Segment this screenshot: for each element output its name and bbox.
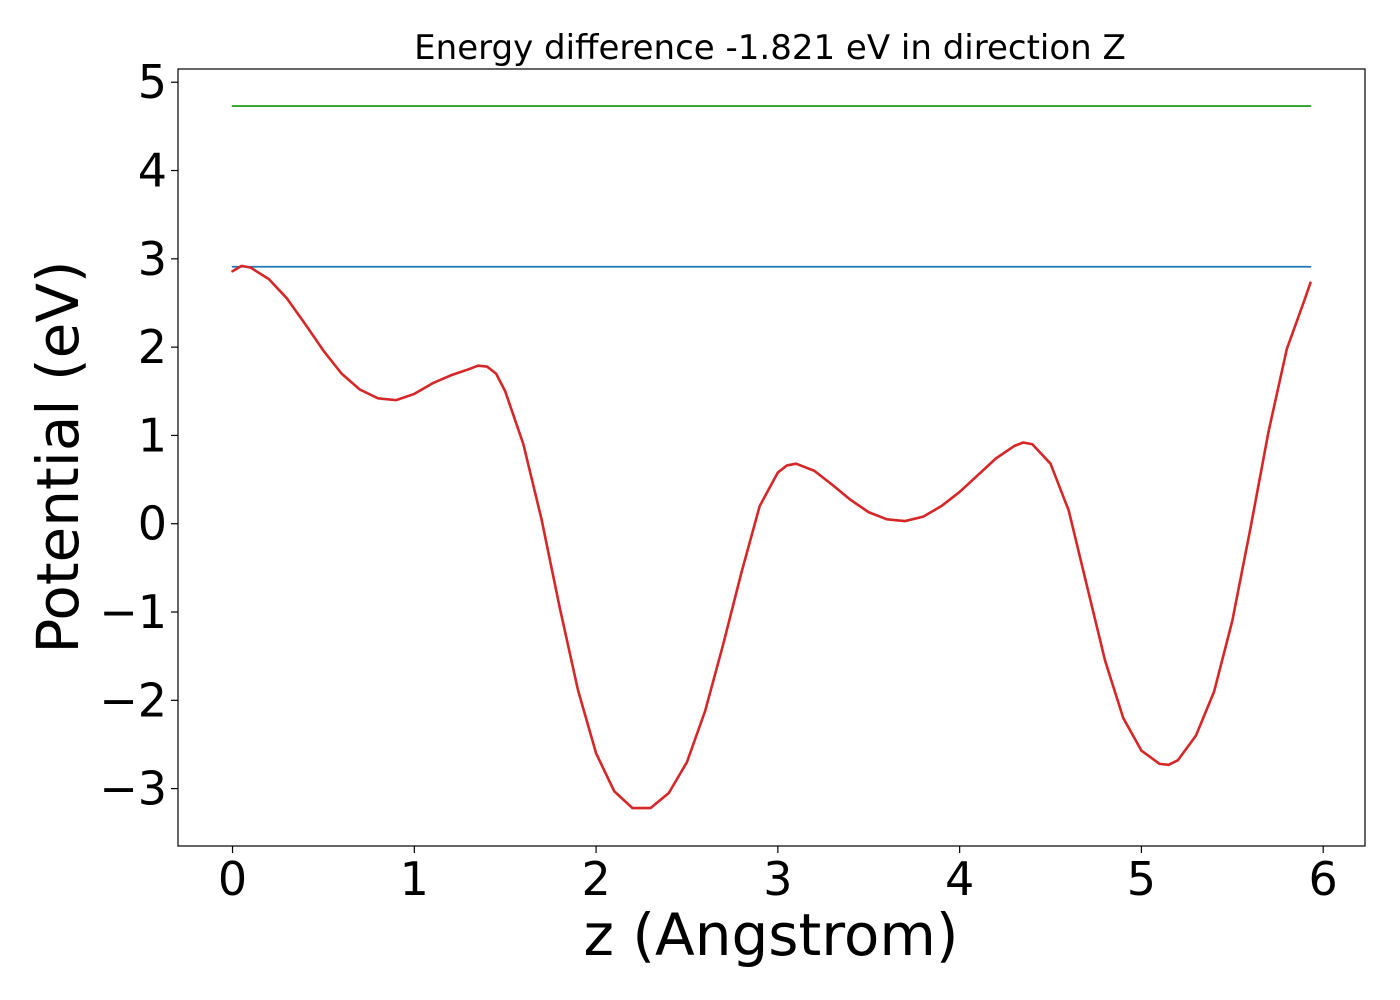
y-axis-label: Potential (eV) (24, 260, 92, 653)
x-tick-label: 2 (581, 852, 610, 906)
x-tick-label: 1 (400, 852, 429, 906)
y-tick-label: −3 (99, 762, 167, 816)
y-tick-label: 4 (138, 144, 167, 198)
series-layer (231, 105, 1312, 810)
y-tick-label: −1 (99, 585, 167, 639)
y-tick-label: 5 (138, 55, 167, 109)
x-axis: 0 1 2 3 4 5 6 (218, 846, 1338, 906)
plot-frame (177, 68, 1366, 847)
x-tick-label: 6 (1309, 852, 1338, 906)
x-tick-label: 5 (1127, 852, 1156, 906)
x-tick-label: 4 (945, 852, 974, 906)
y-axis: 5 4 3 2 1 0 −1 −2 −3 (99, 55, 178, 816)
y-tick-label: −2 (99, 673, 167, 727)
chart-title: Energy difference -1.821 eV in direction… (414, 28, 1126, 68)
y-tick-label: 0 (138, 497, 167, 551)
x-tick-label: 0 (218, 852, 247, 906)
y-tick-label: 3 (138, 232, 167, 286)
x-tick-label: 3 (763, 852, 792, 906)
y-tick-label: 1 (138, 408, 167, 462)
series-line-3 (231, 264, 1312, 810)
y-tick-label: 2 (138, 320, 167, 374)
x-axis-label: z (Angstrom) (584, 901, 959, 969)
